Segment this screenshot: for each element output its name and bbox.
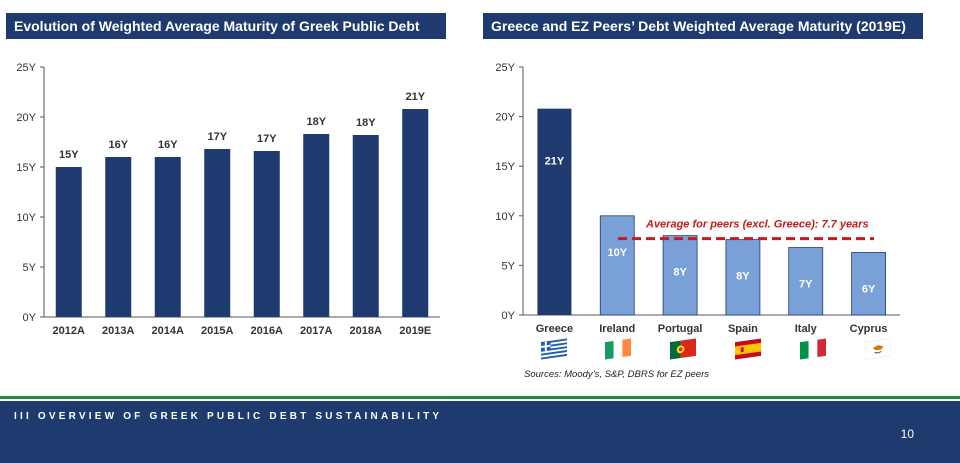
data-label: 18Y (306, 116, 326, 128)
page-number: 10 (900, 427, 914, 441)
data-label: 7Y (799, 279, 813, 291)
category-label: 2017A (300, 325, 332, 337)
bar (253, 151, 280, 317)
y-tick-label: 15Y (495, 161, 515, 173)
portugal-flag-icon (670, 338, 696, 360)
y-tick-label: 10Y (495, 211, 515, 223)
y-tick-label: 5Y (23, 262, 37, 274)
category-label: 2016A (251, 325, 283, 337)
bar (537, 108, 572, 315)
data-label: 15Y (59, 149, 79, 161)
y-tick-label: 15Y (16, 162, 36, 174)
peer-comparison-chart: 0Y 5Y 10Y 15Y 20Y 25Y Greece 21Y Ireland 10Y Portu… (495, 62, 900, 335)
category-label: Cyprus (850, 323, 888, 335)
data-label: 21Y (405, 91, 425, 103)
y-tick-label: 25Y (16, 62, 36, 74)
bar (402, 109, 429, 317)
spain-flag-icon (735, 338, 761, 360)
category-label: Ireland (599, 323, 635, 335)
data-label: 10Y (607, 247, 627, 259)
y-tick-label: 10Y (16, 212, 36, 224)
bar (662, 235, 698, 316)
data-label: 6Y (862, 284, 876, 296)
average-reference-label: Average for peers (excl. Greece): 7.7 ye… (645, 219, 869, 231)
y-tick-label: 0Y (23, 312, 37, 324)
left-chart-title: Evolution of Weighted Average Maturity o… (6, 13, 446, 39)
maturity-evolution-chart: 0Y 5Y 10Y 15Y 20Y 25Y 2012A 15Y 2013A 16Y 2014A 16Y… (16, 62, 440, 337)
data-label: 8Y (736, 271, 750, 283)
bar (599, 215, 635, 316)
bar (55, 167, 82, 317)
data-label: 16Y (158, 139, 178, 151)
category-label: Portugal (658, 323, 703, 335)
category-label: 2015A (201, 325, 233, 337)
category-label: 2019E (399, 325, 431, 337)
data-label: 16Y (108, 139, 128, 151)
flag-row (470, 338, 960, 366)
data-label: 21Y (545, 156, 565, 168)
data-label: 17Y (207, 131, 227, 143)
category-label: Greece (536, 323, 573, 335)
category-label: 2012A (53, 325, 85, 337)
category-label: 2018A (350, 325, 382, 337)
y-tick-label: 0Y (502, 310, 516, 322)
category-label: Italy (795, 323, 818, 335)
bar (725, 239, 761, 316)
greece-flag-icon (541, 338, 567, 360)
italy-flag-icon (800, 338, 826, 360)
y-tick-label: 25Y (495, 62, 515, 74)
bar (105, 157, 132, 317)
category-label: 2014A (152, 325, 184, 337)
bar (352, 135, 379, 317)
ireland-flag-icon (605, 338, 631, 360)
bar (154, 157, 181, 317)
y-tick-label: 20Y (495, 112, 515, 124)
bar (788, 247, 824, 316)
right-chart-title: Greece and EZ Peers’ Debt Weighted Avera… (483, 13, 923, 39)
footer-divider (0, 396, 960, 399)
bar (204, 149, 231, 317)
bar (851, 252, 886, 316)
footer-bar: III OVERVIEW OF GREEK PUBLIC DEBT SUSTAI… (0, 401, 960, 463)
y-tick-label: 5Y (502, 260, 516, 272)
category-label: Spain (728, 323, 758, 335)
data-label: 8Y (673, 267, 687, 279)
bar (303, 134, 330, 317)
data-label: 17Y (257, 133, 277, 145)
footer-section-title: III OVERVIEW OF GREEK PUBLIC DEBT SUSTAI… (14, 411, 443, 422)
cyprus-flag-icon (865, 338, 891, 360)
y-tick-label: 20Y (16, 112, 36, 124)
category-label: 2013A (102, 325, 134, 337)
sources-note: Sources: Moody’s, S&P, DBRS for EZ peers (524, 369, 709, 380)
data-label: 18Y (356, 117, 376, 129)
